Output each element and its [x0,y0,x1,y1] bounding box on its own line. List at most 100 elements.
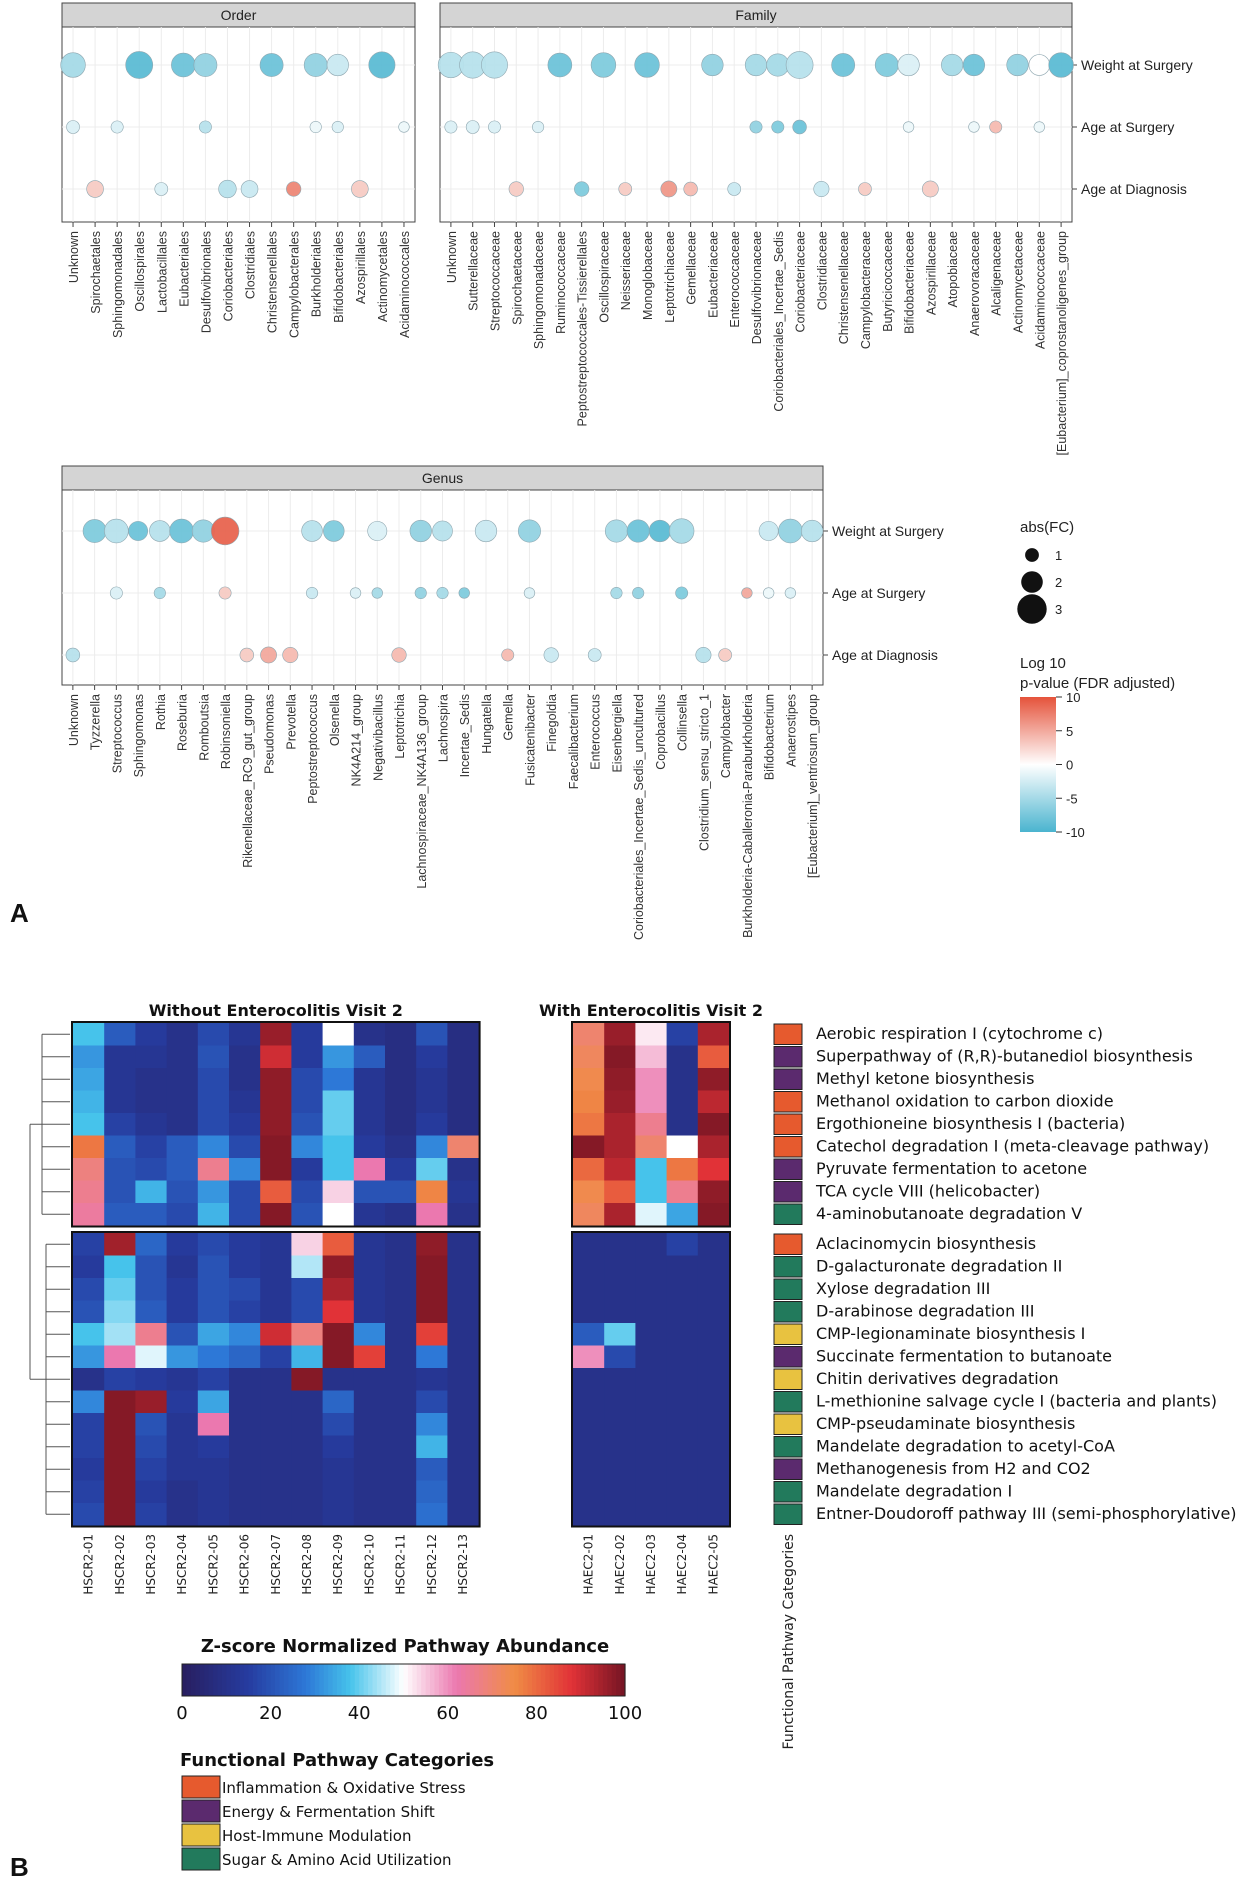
bubble-point [260,646,277,664]
heatmap-cell [73,1045,105,1069]
heatmap-cell [573,1503,605,1526]
colorbar-segment [492,1664,498,1696]
category-legend-label: Sugar & Amino Acid Utilization [222,1851,452,1869]
heatmap-cell [635,1233,668,1256]
tick-label-x: Unknown [67,231,81,283]
colorbar-segment [221,1664,227,1696]
heatmap-cell [666,1158,699,1181]
heatmap-cell [385,1300,417,1324]
heatmap-cell [666,1045,699,1069]
tick-label-x: Anaerostipes [784,694,798,767]
heatmap-cell [353,1345,386,1369]
pathway-label: Methanogenesis from H2 and CO2 [816,1459,1091,1478]
colorbar-segment [589,1664,595,1696]
colorbar-segment [421,1664,427,1696]
heatmap-cell [104,1300,136,1324]
heatmap-column-label: HAEC2-03 [644,1534,658,1594]
heatmap-column-label: HAEC2-05 [706,1534,720,1594]
bubble-point [154,182,169,196]
heatmap-cell [353,1368,386,1391]
heatmap-cell [73,1345,105,1369]
bubble-point [718,648,732,662]
heatmap-cell [197,1180,230,1204]
heatmap-cell [104,1413,136,1436]
heatmap-cell [135,1435,168,1459]
facet-family: Family Unknown Sutterellaceae Streptococcac… [437,2,1193,455]
bubble-point [626,519,650,543]
heatmap-cell [666,1368,699,1391]
heatmap-cell [73,1068,105,1091]
heatmap-cell [291,1435,324,1459]
facet-strip [61,2,416,28]
heatmap-cell [135,1503,168,1526]
colorbar-segment [461,1664,467,1696]
colorbar-segment [509,1664,515,1696]
bubble-point [465,120,480,134]
colorbar-segment [576,1664,582,1696]
tick-label-x: Bifidobacteriales [332,231,346,323]
heatmap-cell [416,1480,448,1504]
colorbar-segment [536,1664,542,1696]
heatmap-cell [604,1113,636,1136]
heatmap-column-label: HSCR2-08 [300,1534,314,1595]
heatmap-cell [416,1255,448,1279]
heatmap-cell [260,1255,292,1279]
colorbar-segment [314,1664,320,1696]
panel-letter-a: A [10,898,29,928]
heatmap-cell [697,1045,730,1069]
heatmap-cell [322,1278,355,1301]
p-value-colorbar [1020,697,1056,832]
colorbar-segment [540,1664,546,1696]
heatmap-cell [322,1090,355,1114]
heatmap-cell [104,1480,136,1504]
heatmap-cell [166,1203,199,1226]
heatmap-cell [385,1233,417,1256]
bubble-point [785,51,814,79]
heatmap-cell [73,1368,105,1391]
heatmap-cell [197,1023,230,1046]
category-swatch [773,1481,803,1503]
tick-label-x: Azospirillales [354,231,368,304]
heatmap-cell [604,1045,636,1069]
heatmap-cell [135,1413,168,1436]
bubble-point [758,521,779,541]
heatmap-cell [229,1390,261,1414]
heatmap-cell [604,1480,636,1504]
category-swatch [773,1023,803,1045]
heatmap-cell [573,1458,605,1481]
category-swatch [773,1503,803,1525]
bubble-point [766,53,790,77]
bubble-point [109,586,123,600]
colorbar-segment [394,1664,400,1696]
color-legend-title-line2: p-value (FDR adjusted) [1020,675,1175,692]
tick-label-x: Streptococcus [110,694,124,773]
heatmap-cell [197,1068,230,1091]
heatmap-cell [697,1135,730,1159]
colorbar-segment [190,1664,196,1696]
heatmap-cell [697,1345,730,1369]
tick-label-x: Lachnospira [437,694,451,762]
tick-label-x: Rothia [154,694,168,730]
colorbar-segment [580,1664,586,1696]
colorbar-segment [465,1664,471,1696]
heatmap-cell [385,1458,417,1481]
heatmap-cell [635,1300,668,1324]
colorbar-tick-label: 60 [436,1703,459,1724]
facet-strip [439,2,1073,28]
category-swatch [773,1278,803,1300]
heatmap-cell [197,1435,230,1459]
panel-letter-b: B [10,1852,29,1882]
heatmap-cell [166,1068,199,1091]
colorbar-segment [531,1664,537,1696]
heatmap-cell [353,1278,386,1301]
tick-label-x: Leptotrichiaceae [663,231,677,323]
pathway-label: Catechol degradation I (meta-cleavage pa… [816,1137,1209,1156]
heatmap-cell [166,1135,199,1159]
colorbar-frame [181,1663,626,1697]
colorbar-segment [297,1664,303,1696]
bubble-point [432,520,453,542]
heatmap-cell [104,1090,136,1114]
colorbar-segment [385,1664,391,1696]
colorbar-tick-label: 100 [608,1703,642,1724]
heatmap-cell [322,1323,355,1346]
